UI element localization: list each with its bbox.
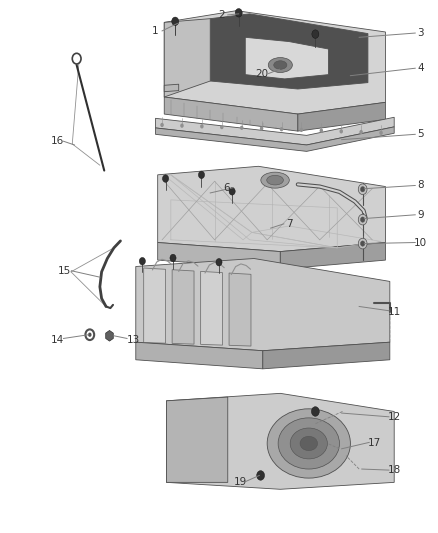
Circle shape [360, 217, 365, 222]
Circle shape [170, 254, 176, 262]
Circle shape [280, 127, 283, 131]
Text: 12: 12 [388, 412, 401, 422]
Text: 3: 3 [417, 28, 424, 38]
Polygon shape [245, 37, 328, 79]
Text: 14: 14 [50, 335, 64, 344]
Polygon shape [164, 84, 179, 92]
Circle shape [200, 124, 204, 128]
Circle shape [229, 188, 235, 195]
Polygon shape [229, 273, 251, 346]
Ellipse shape [267, 409, 350, 478]
Ellipse shape [278, 418, 339, 469]
Circle shape [198, 171, 205, 179]
Polygon shape [210, 14, 368, 89]
Text: 18: 18 [388, 465, 401, 475]
Text: 20: 20 [255, 69, 268, 78]
Circle shape [88, 333, 92, 337]
Circle shape [235, 9, 242, 17]
Circle shape [220, 125, 223, 129]
Circle shape [216, 259, 222, 266]
Text: 5: 5 [417, 130, 424, 139]
Text: 4: 4 [417, 63, 424, 73]
Text: 19: 19 [233, 478, 247, 487]
Polygon shape [263, 342, 390, 369]
Circle shape [360, 187, 365, 192]
Ellipse shape [290, 428, 327, 459]
Circle shape [72, 53, 81, 64]
Text: 17: 17 [368, 439, 381, 448]
Circle shape [358, 184, 367, 195]
Polygon shape [155, 127, 394, 151]
Text: 9: 9 [417, 210, 424, 220]
Circle shape [240, 126, 244, 130]
Polygon shape [166, 393, 394, 489]
Circle shape [312, 30, 319, 38]
Circle shape [358, 214, 367, 225]
Circle shape [360, 241, 365, 246]
Circle shape [360, 130, 363, 134]
Circle shape [180, 124, 184, 128]
Text: 8: 8 [417, 181, 424, 190]
Polygon shape [136, 259, 390, 351]
Circle shape [139, 257, 145, 265]
Circle shape [257, 471, 265, 480]
Polygon shape [144, 268, 166, 343]
Polygon shape [164, 19, 210, 97]
Polygon shape [136, 342, 263, 369]
Circle shape [260, 126, 263, 131]
Circle shape [320, 128, 323, 133]
Polygon shape [158, 166, 385, 252]
Circle shape [379, 131, 383, 135]
Circle shape [160, 123, 164, 127]
Ellipse shape [267, 175, 283, 185]
Ellipse shape [300, 436, 318, 450]
Polygon shape [201, 271, 223, 345]
Polygon shape [158, 243, 280, 269]
Circle shape [339, 129, 343, 133]
Circle shape [162, 175, 169, 182]
Polygon shape [280, 243, 385, 269]
Polygon shape [164, 97, 298, 131]
Text: 13: 13 [127, 335, 140, 344]
Text: 7: 7 [286, 219, 293, 229]
Text: 1: 1 [152, 26, 159, 36]
Polygon shape [164, 11, 385, 114]
Circle shape [358, 238, 367, 249]
Ellipse shape [274, 61, 287, 69]
Circle shape [172, 17, 179, 26]
Polygon shape [172, 270, 194, 344]
Text: 11: 11 [388, 307, 401, 317]
Circle shape [300, 128, 303, 132]
Ellipse shape [261, 172, 290, 188]
Polygon shape [155, 117, 394, 145]
Polygon shape [298, 102, 385, 131]
Ellipse shape [268, 58, 293, 72]
Text: 2: 2 [218, 10, 225, 20]
Text: 6: 6 [223, 183, 230, 192]
Text: 15: 15 [58, 266, 71, 276]
Polygon shape [166, 397, 228, 482]
Text: 10: 10 [414, 238, 427, 247]
Circle shape [311, 407, 319, 416]
Text: 16: 16 [50, 136, 64, 146]
